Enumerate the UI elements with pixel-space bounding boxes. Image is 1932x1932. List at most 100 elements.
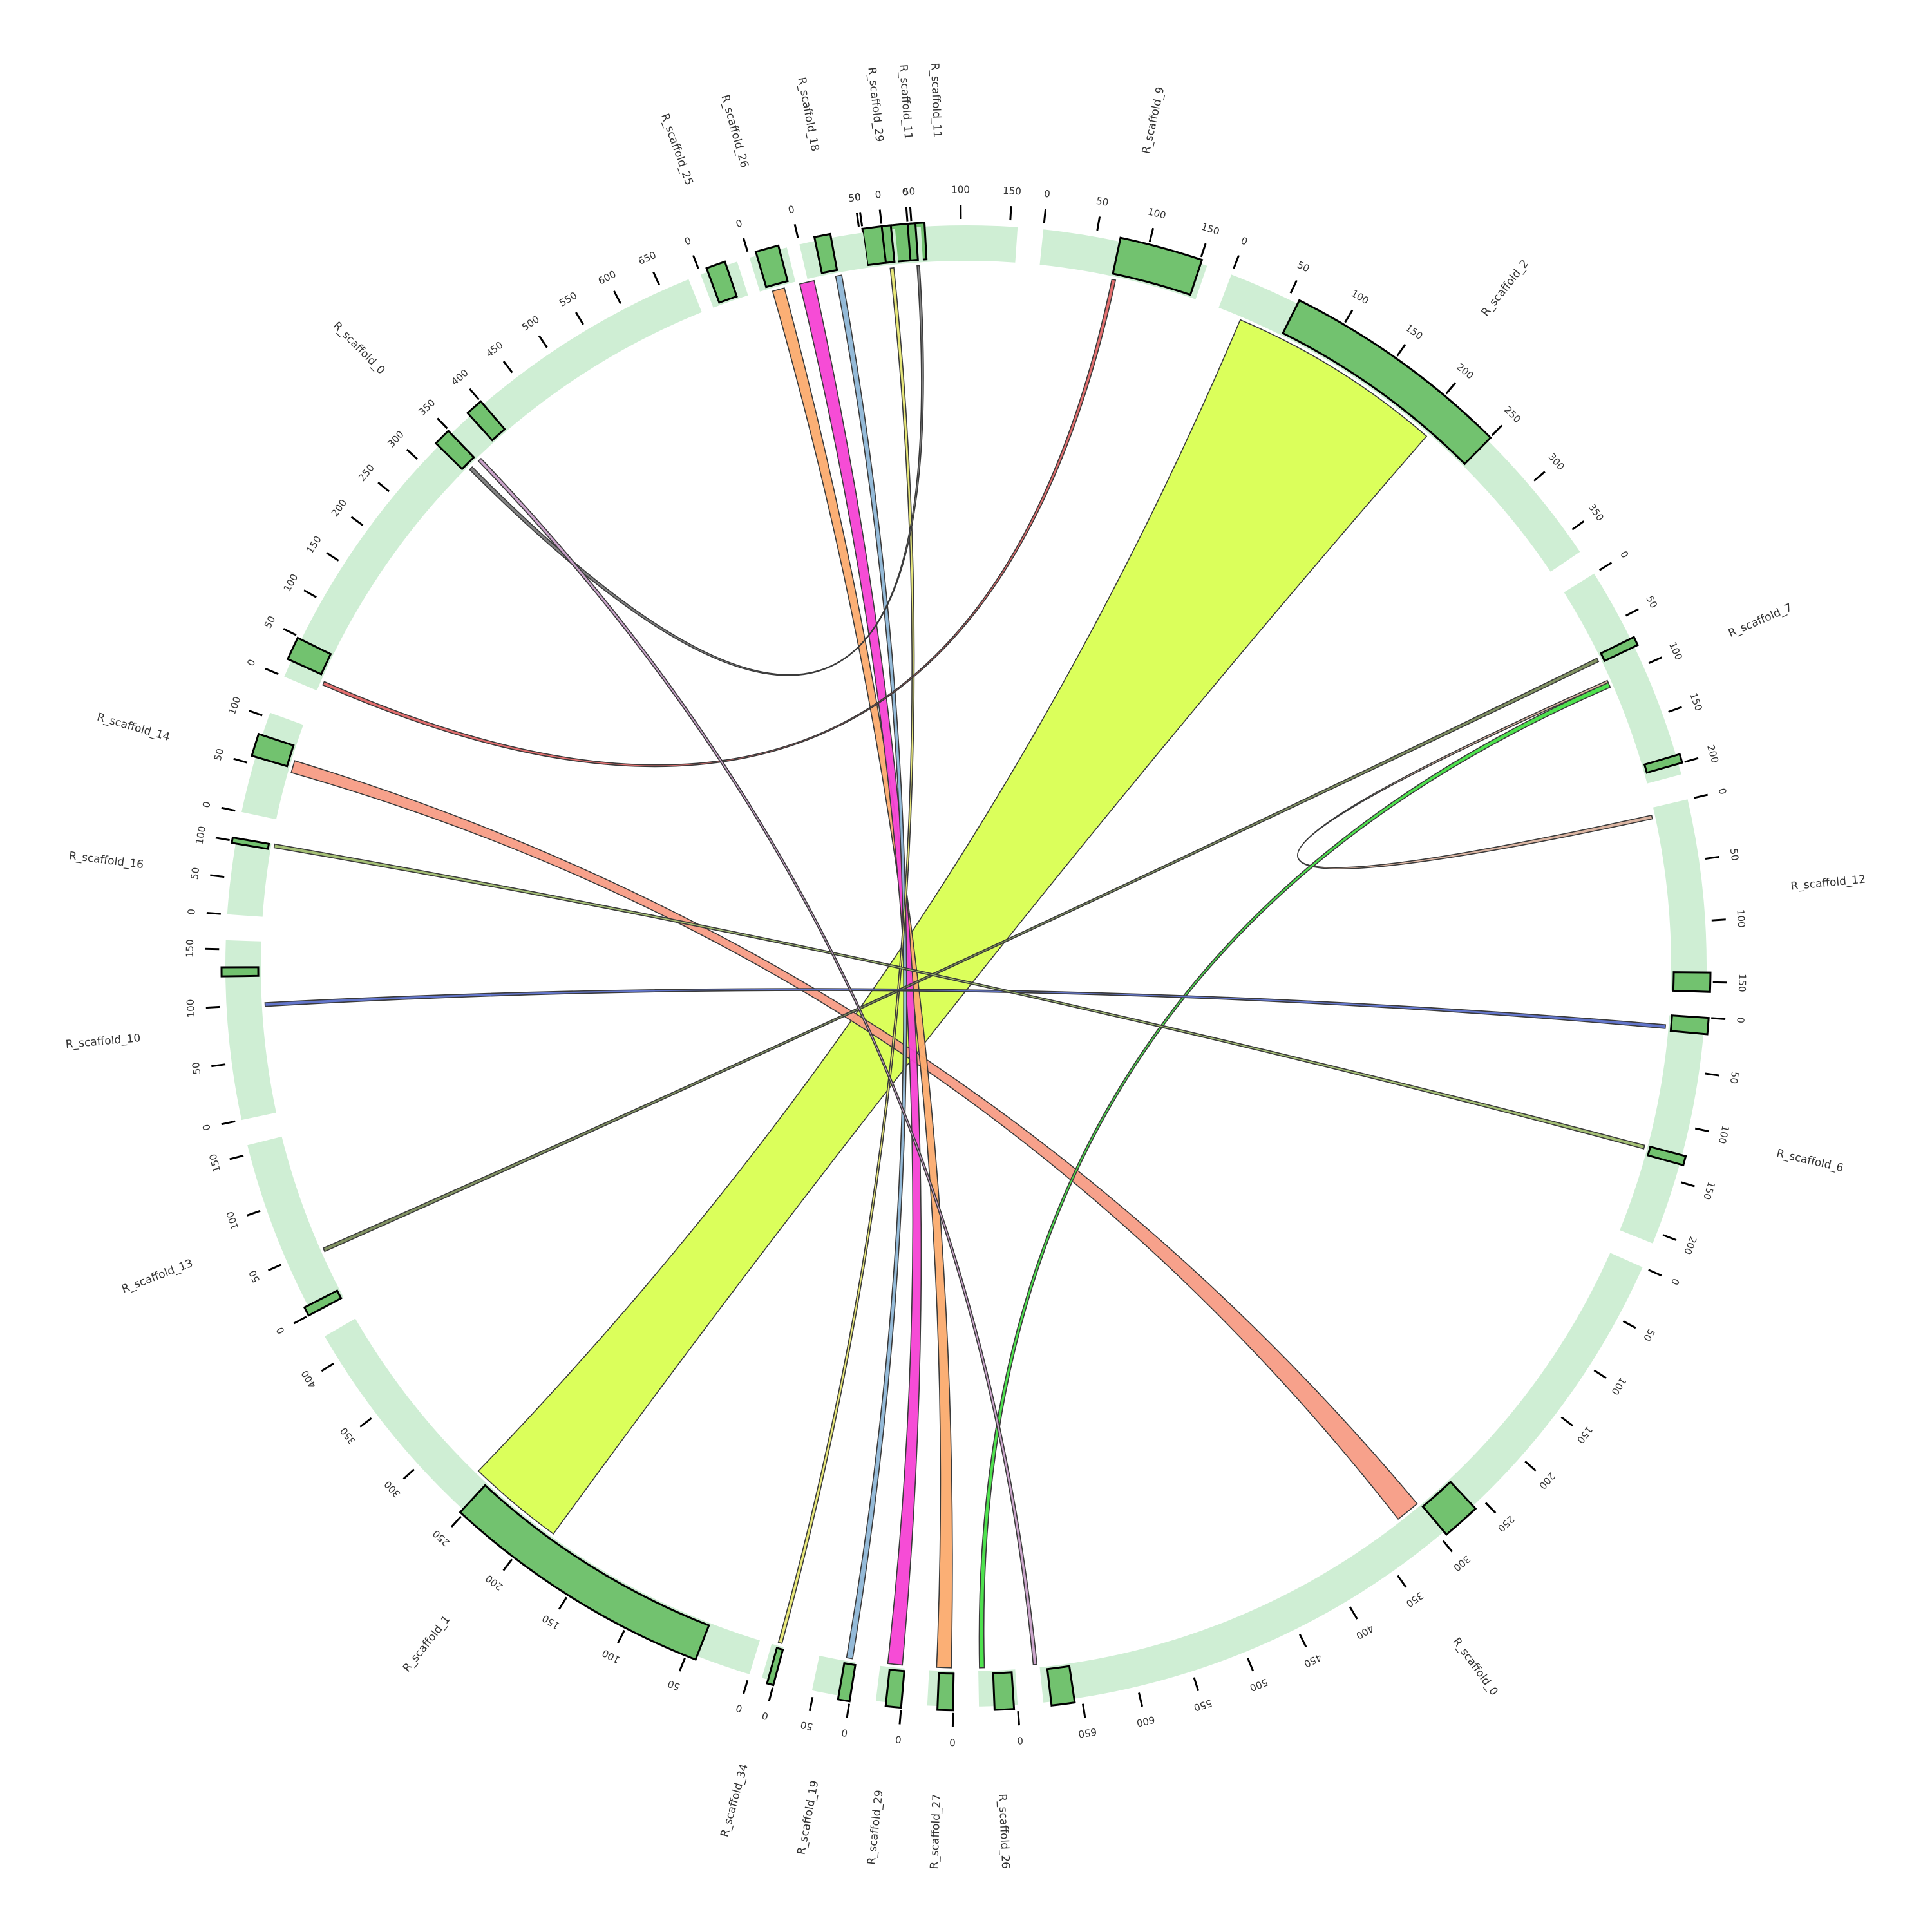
tick-label: 550 — [1192, 1697, 1213, 1714]
link-ribbon — [799, 279, 922, 1666]
tick-label: 0 — [1043, 188, 1050, 200]
tick-label: 100 — [600, 1647, 622, 1665]
tick-label: 50 — [666, 1678, 681, 1693]
tick-label: 0 — [949, 1736, 956, 1748]
tick-label: 0 — [1017, 1734, 1024, 1747]
links-layer — [264, 265, 1667, 1669]
segment-label: R_scaffold_11 — [928, 62, 943, 138]
tick-mark — [450, 1515, 462, 1528]
tick-label: 100 — [1734, 909, 1747, 929]
link-ribbon — [835, 274, 907, 1660]
highlight-block — [992, 1671, 1016, 1711]
tick-label: 0 — [683, 234, 692, 247]
tick-label: 50 — [902, 185, 915, 198]
tick-mark — [293, 1316, 307, 1325]
segment-arc — [227, 837, 272, 917]
tick-label: 0 — [1716, 787, 1729, 795]
tick-mark — [575, 312, 584, 325]
highlight-block — [466, 400, 506, 442]
tick-mark — [1298, 1634, 1307, 1648]
tick-mark — [502, 361, 513, 374]
tick-mark — [1017, 1711, 1020, 1726]
tick-mark — [905, 207, 909, 222]
highlight-block — [766, 1647, 784, 1687]
segment-label: R_scaffold_2 — [1479, 258, 1532, 319]
tick-label: 100 — [1716, 1124, 1732, 1145]
tick-mark — [652, 271, 660, 286]
highlight-block — [1643, 753, 1683, 774]
segment-r-scaffold-26: 0 R_scaffold_26 — [718, 93, 796, 292]
tick-mark — [1043, 209, 1047, 223]
segment-r-scaffold-6: 0 50 100 150 200 R_scaffold_6 — [1620, 1014, 1845, 1256]
tick-label: 250 — [356, 462, 377, 484]
highlight-block — [884, 1668, 905, 1709]
tick-label: 50 — [1728, 1071, 1741, 1084]
tick-label: 300 — [385, 428, 406, 450]
tick-mark — [248, 710, 263, 717]
tick-label: 350 — [1404, 1589, 1426, 1609]
tick-mark — [1009, 206, 1012, 221]
tick-mark — [898, 1710, 902, 1725]
tick-label: 150 — [1403, 322, 1425, 342]
tick-label: 550 — [557, 290, 579, 309]
tick-label: 0 — [761, 1709, 770, 1722]
tick-mark — [1442, 1540, 1454, 1553]
tick-mark — [1662, 1234, 1677, 1241]
segment-label: R_scaffold_6 — [1776, 1147, 1845, 1175]
tick-label: 100 — [226, 695, 243, 716]
highlight-block — [1647, 1145, 1687, 1167]
tick-mark — [321, 1363, 334, 1372]
tick-label: 100 — [193, 825, 208, 845]
tick-label: 100 — [185, 999, 198, 1018]
segment-label: R_scaffold_0 — [330, 319, 387, 377]
highlight-block — [251, 732, 295, 768]
segment-r-scaffold-7: 0 50 100 150 200 R_scaffold_7 — [1564, 549, 1794, 784]
link-ribbon — [264, 988, 1667, 1029]
tick-label: 350 — [1586, 502, 1606, 524]
tick-mark — [406, 448, 418, 460]
tick-mark — [1445, 382, 1456, 395]
segment-label: R_scaffold_11 — [896, 64, 914, 140]
tick-mark — [1693, 793, 1709, 799]
segment-label: R_scaffold_29 — [865, 66, 886, 142]
tick-mark — [878, 209, 883, 224]
tick-mark — [1349, 1606, 1358, 1620]
tick-mark — [210, 874, 225, 878]
tick-mark — [377, 481, 390, 493]
segment-r-scaffold-19: 0 50 R_scaffold_19 — [795, 1656, 857, 1856]
tick-label: 600 — [1135, 1714, 1156, 1729]
tick-label: 50 — [799, 1719, 813, 1733]
tick-mark — [742, 238, 749, 252]
highlight-block — [303, 1289, 343, 1317]
tick-label: 400 — [449, 367, 470, 388]
tick-label: 0 — [185, 908, 198, 915]
tick-label: 100 — [1349, 287, 1371, 307]
tick-label: 50 — [848, 191, 861, 205]
tick-mark — [1684, 757, 1699, 763]
tick-mark — [359, 1417, 372, 1428]
tick-label: 400 — [1354, 1622, 1376, 1642]
tick-mark — [1193, 1677, 1200, 1692]
tick-mark — [1648, 1269, 1662, 1277]
tick-mark — [211, 1063, 226, 1068]
tick-mark — [1396, 343, 1406, 357]
segment-label: R_scaffold_12 — [1790, 873, 1866, 893]
tick-label: 450 — [484, 339, 506, 360]
tick-mark — [502, 1558, 513, 1571]
segment-r-scaffold-9: 0 50 100 150 R_scaffold_9 — [1039, 86, 1221, 299]
tick-label: 200 — [1537, 1470, 1557, 1492]
tick-mark — [768, 1687, 774, 1702]
segment-r-scaffold-34: 0 R_scaffold_34 — [718, 1643, 784, 1839]
tick-label: 0 — [875, 189, 882, 201]
segment-r-scaffold-14: 0 50 100 R_scaffold_14 — [95, 695, 303, 820]
tick-label: 100 — [951, 184, 970, 195]
tick-label: 0 — [895, 1734, 902, 1746]
segment-arc — [1218, 274, 1580, 572]
segment-label: R_scaffold_14 — [95, 711, 171, 744]
tick-mark — [1593, 1369, 1607, 1379]
tick-mark — [1694, 1127, 1710, 1133]
tick-label: 0 — [1669, 1276, 1681, 1287]
tick-mark — [1712, 981, 1727, 984]
